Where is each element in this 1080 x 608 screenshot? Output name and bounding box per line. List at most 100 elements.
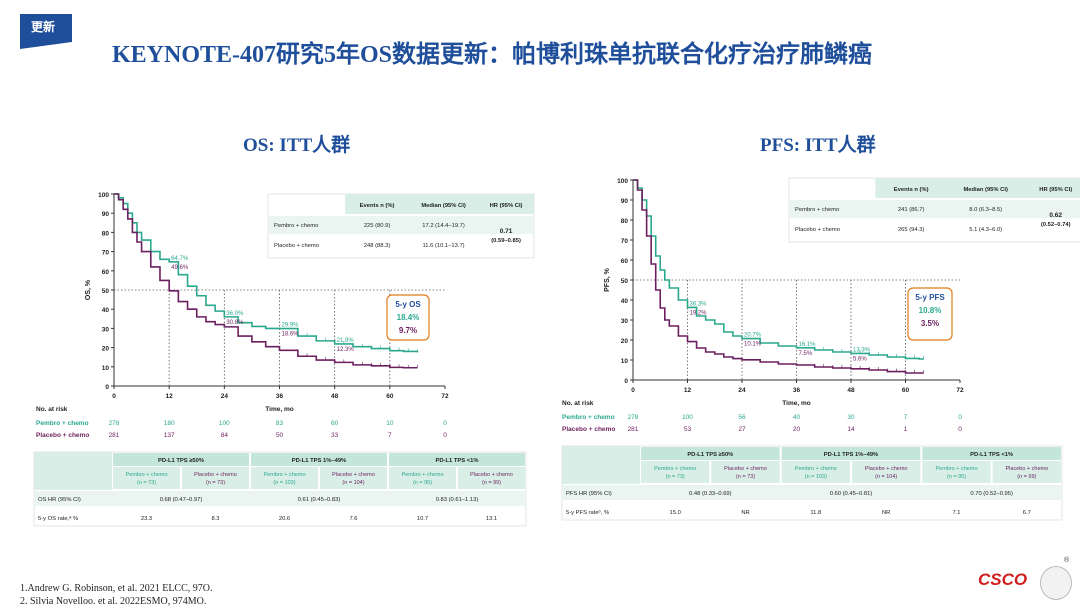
hr-table-row-bg [789,200,1080,218]
arm-header-bg [251,467,318,489]
hr-row-bg [34,491,526,506]
subgroup-header: PD-L1 TPS 1%–49% [292,458,346,464]
subgroup-table-corner [34,452,112,490]
hr-table-header: HR (95% CI) [490,203,523,209]
arm-header-name: Placebo + chemo [194,472,237,478]
x-tick-label: 72 [956,387,964,394]
risk-table-label: No. at risk [562,400,594,407]
y-tick-label: 0 [624,378,628,385]
csco-logo-emblem [1040,566,1072,600]
subgroup-rate-value: 10.7 [417,516,428,522]
five-year-pembro-value: 18.4% [397,313,420,322]
x-tick-label: 72 [441,393,449,400]
subgroup-header: PD-L1 TPS ≥50% [687,452,733,458]
risk-count: 83 [276,420,284,427]
hr-table-header: Median (95% CI) [421,203,466,209]
subgroup-header: PD-L1 TPS <1% [435,458,478,464]
subgroup-rate-value: 23.3 [141,516,152,522]
y-tick-label: 50 [621,278,629,285]
arm-header-n: (n = 73) [666,474,685,480]
five-year-pembro-value: 10.8% [919,306,942,315]
hr-ci: (0.52–0.74) [1041,222,1071,228]
subgroup-header: PD-L1 TPS 1%–49% [824,452,878,458]
risk-count: 10 [386,420,394,427]
update-badge: 更新 [20,14,72,49]
arm-header-n: (n = 95) [947,474,966,480]
x-tick-label: 24 [221,393,229,400]
x-axis-label: Time, mo [782,400,810,407]
landmark-placebo-value: 30.8% [226,320,244,326]
hr-table-row-name: Pembro + chemo [795,207,839,213]
arm-header-name: Placebo + chemo [332,472,375,478]
arm-header-n: (n = 99) [1017,474,1036,480]
landmark-placebo-value: 10.1% [744,342,762,348]
risk-count: 278 [109,420,120,427]
landmark-pembro-value: 13.3% [853,347,871,353]
arm-header-bg [992,461,1061,483]
subgroup-hr-value: 0.60 (0.45–0.81) [830,491,873,497]
x-tick-label: 24 [738,387,746,394]
risk-count: 56 [738,414,746,421]
subgroup-rate-value: 13.1 [486,516,497,522]
risk-row-name: Pembro + chemo [562,414,615,421]
y-axis-label: PFS, % [604,267,611,292]
subgroup-rate-value: NR [741,510,749,516]
subgroup-rate-value: NR [882,510,890,516]
y-tick-label: 20 [621,338,629,345]
landmark-pembro-value: 36.3% [690,301,708,307]
subgroup-hr-value: 0.61 (0.45–0.83) [298,497,341,503]
hr-table-header: Events n (%) [894,187,929,193]
subgroup-rate-value: 7.6 [349,516,357,522]
hr-value: 0.71 [500,228,513,235]
hr-table-header: Median (95% CI) [963,187,1008,193]
hr-table-median: 17.2 (14.4–19.7) [422,223,465,229]
arm-header-name: Placebo + chemo [1006,466,1049,472]
y-tick-label: 80 [621,218,629,225]
subgroup-header-bg [251,453,387,466]
landmark-placebo-value: 12.3% [337,347,355,353]
risk-table-label: No. at risk [36,406,68,413]
risk-count: 0 [443,420,447,427]
hr-table-median: 8.0 (6.3–8.5) [969,207,1002,213]
y-tick-label: 60 [102,269,110,276]
y-tick-label: 100 [98,192,109,199]
risk-count: 20 [793,426,801,433]
hr-table-row-name: Pembro + chemo [274,223,318,229]
registered-mark: ® [1064,557,1070,564]
risk-count: 7 [904,414,908,421]
arm-header-name: Pembro + chemo [654,466,696,472]
arm-header-n: (n = 103) [805,474,827,480]
pembro-curve [633,179,924,360]
subgroup-header-bg [389,453,525,466]
landmark-pembro-value: 29.9% [282,323,300,329]
arm-header-name: Pembro + chemo [795,466,837,472]
arm-header-name: Pembro + chemo [935,466,977,472]
arm-header-name: Placebo + chemo [724,466,767,472]
risk-count: 100 [682,414,693,421]
arm-header-n: (n = 103) [273,480,295,486]
x-tick-label: 0 [112,393,116,400]
x-tick-label: 36 [793,387,801,394]
risk-count: 0 [443,432,447,439]
risk-count: 281 [628,426,639,433]
risk-count: 33 [331,432,339,439]
subgroup-header-bg [641,447,780,460]
y-tick-label: 40 [621,298,629,305]
x-tick-label: 60 [902,387,910,394]
subgroup-hr-value: 0.68 (0.47–0.97) [160,497,203,503]
y-tick-label: 10 [102,365,110,372]
hr-table-events: 265 (94.3) [898,227,924,233]
landmark-pembro-value: 20.7% [744,333,762,339]
arm-header-bg [182,467,249,489]
arm-header-n: (n = 73) [137,480,156,486]
y-tick-label: 90 [621,198,629,205]
subgroup-rate-label: 5-y PFS rateᵇ, % [566,509,609,516]
arm-header-bg [922,461,991,483]
hr-table-row-name: Placebo + chemo [795,227,840,233]
y-tick-label: 30 [102,326,110,333]
y-tick-label: 10 [621,358,629,365]
five-year-placebo-value: 9.7% [399,326,417,335]
landmark-pembro-value: 16.1% [799,342,817,348]
subgroup-header-bg [113,453,249,466]
arm-header-name: Pembro + chemo [401,472,443,478]
